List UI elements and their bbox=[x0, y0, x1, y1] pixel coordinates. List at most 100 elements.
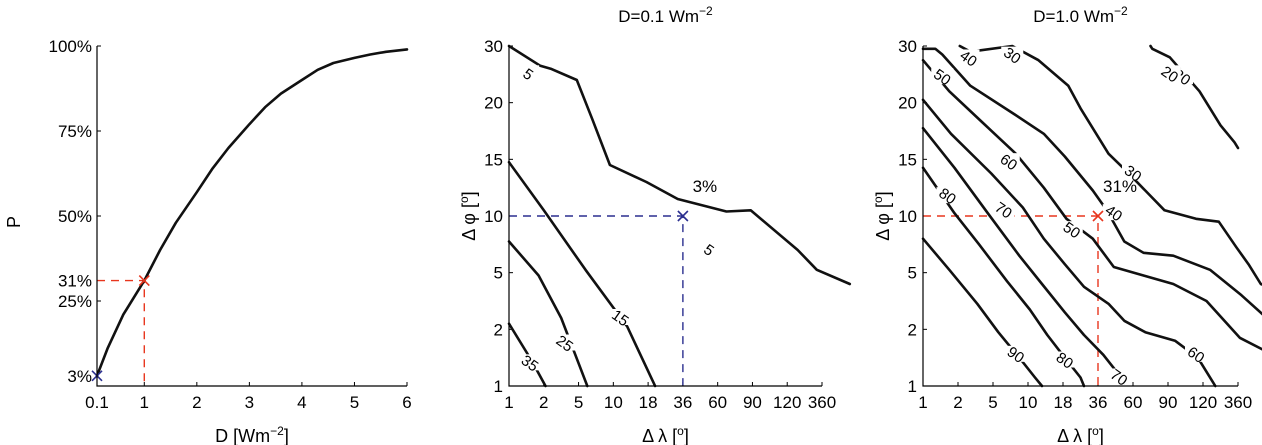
p1-y-tick-label: 75% bbox=[58, 122, 92, 141]
p3-contour-label-40: 40 bbox=[957, 47, 980, 70]
p2-y-axis-label: Δ φ [o] bbox=[457, 191, 479, 240]
p3-y-tick-label: 5 bbox=[908, 264, 917, 283]
p3-contour-label-bg bbox=[931, 68, 954, 85]
p2-contour-label-bg bbox=[609, 309, 632, 325]
p2-y-axis-label-tail: ] bbox=[459, 191, 479, 196]
p3-contour-label-bg bbox=[1185, 345, 1207, 362]
p2-x-axis-label-tail: ] bbox=[684, 426, 689, 445]
p3-contour-label-bg bbox=[997, 153, 1020, 170]
p2-x-tick-label: 18 bbox=[639, 393, 658, 412]
p-curve bbox=[95, 48, 409, 378]
p3-contour-label-bg bbox=[1108, 368, 1130, 385]
p3-x-tick-label: 1 bbox=[918, 393, 927, 412]
p1-x-tick-label: 2 bbox=[192, 393, 201, 412]
p2-y-tick-label: 15 bbox=[484, 150, 503, 169]
p1-x-axis-label: D [Wm−2] bbox=[215, 424, 289, 445]
panel-p-vs-d: 0.1 1 2 3 4 5 6 25% 50% 75% 100% 3% 31% P D [Wm−2] bbox=[4, 37, 412, 445]
p2-x-tick-label: 120 bbox=[773, 393, 801, 412]
p1-x-axis-label-main: D [Wm bbox=[215, 426, 270, 445]
p1-y-tick-labels: 25% 50% 75% 100% bbox=[49, 37, 101, 311]
p3-title-main: D=1.0 Wm bbox=[1033, 7, 1114, 26]
p1-y-axis-label: P bbox=[4, 216, 24, 228]
p1-highlight-marker-red bbox=[138, 275, 150, 287]
p2-highlight-cross bbox=[677, 210, 689, 222]
p3-contour-label-30: 30 bbox=[1000, 44, 1023, 67]
p3-x-tick-labels: 1 2 5 10 18 36 60 90 120 360 bbox=[918, 382, 1252, 412]
p3-y-tick-label: 2 bbox=[908, 320, 917, 339]
p3-contour-60 bbox=[921, 98, 1217, 388]
p2-contour-15 bbox=[507, 160, 657, 388]
p3-x-tick-label: 2 bbox=[953, 393, 962, 412]
p1-x-tick-label: 4 bbox=[297, 393, 306, 412]
p2-x-tick-label: 60 bbox=[708, 393, 727, 412]
panel-contour-d01: D=0.1 Wm−2 1 2 5 10 18 36 60 90 120 360 125101520… bbox=[457, 4, 852, 445]
p2-y-tick-label: 30 bbox=[484, 37, 503, 56]
p1-x-axis-label-tail: ] bbox=[284, 426, 289, 445]
p3-x-axis-label-main: Δ λ [ bbox=[1057, 426, 1092, 445]
p2-contour-label-25: 25 bbox=[553, 332, 576, 355]
p3-contour-label-50: 50 bbox=[930, 66, 953, 89]
p3-highlight-label: 31% bbox=[1103, 177, 1137, 196]
p3-contour-label-bg bbox=[1122, 164, 1144, 181]
p3-x-tick-label: 10 bbox=[1019, 393, 1038, 412]
p3-y-tick-label: 15 bbox=[898, 150, 917, 169]
p3-contour-label-50: 50 bbox=[1060, 219, 1083, 242]
p3-x-tick-label: 360 bbox=[1224, 393, 1252, 412]
p2-x-tick-label: 5 bbox=[574, 393, 583, 412]
p2-x-tick-label: 90 bbox=[743, 393, 762, 412]
p3-contour-label-80: 80 bbox=[1053, 349, 1076, 372]
p1-y-tick-label: 25% bbox=[58, 292, 92, 311]
p3-contour-label-bg bbox=[936, 187, 959, 204]
p2-contour-label-bg bbox=[697, 241, 720, 257]
p3-contour-80 bbox=[921, 166, 1086, 388]
p1-y-tick-label: 100% bbox=[49, 37, 92, 56]
p3-x-axis-label: Δ λ [o] bbox=[1057, 424, 1104, 445]
p3-contour-label-bg bbox=[1102, 204, 1125, 221]
p3-contour-label-bg bbox=[1001, 46, 1024, 63]
p2-contour-5 bbox=[507, 44, 852, 286]
p2-x-tick-label: 1 bbox=[504, 393, 513, 412]
p2-highlight-label: 3% bbox=[693, 177, 718, 196]
p2-contour-label-35: 35 bbox=[518, 352, 541, 375]
p3-x-axis-label-sup: o bbox=[1092, 424, 1099, 438]
p3-y-axis-label-main: Δ φ [ bbox=[873, 203, 893, 241]
p2-highlight-marker: 3% bbox=[677, 177, 718, 222]
p1-x-tick-label: 5 bbox=[350, 393, 359, 412]
p3-x-tick-label: 120 bbox=[1189, 393, 1217, 412]
p2-x-axis-label-sup: o bbox=[677, 424, 684, 438]
p2-x-tick-label: 360 bbox=[808, 393, 836, 412]
p3-x-tick-label: 5 bbox=[988, 393, 997, 412]
p3-contour-label-bg bbox=[1060, 221, 1083, 238]
p2-axes bbox=[508, 46, 822, 387]
p3-contour-label-60: 60 bbox=[997, 151, 1020, 174]
p2-contour-label-bg bbox=[517, 65, 540, 82]
p3-x-axis-label-tail: ] bbox=[1099, 426, 1104, 445]
p2-y-axis-label-sup: o bbox=[457, 196, 471, 203]
p3-x-tick-label: 90 bbox=[1159, 393, 1178, 412]
p1-guide-red bbox=[97, 279, 145, 386]
p3-y-axis-label: Δ φ [o] bbox=[871, 191, 893, 240]
p3-title-sup: −2 bbox=[1114, 4, 1128, 18]
p3-x-tick-label: 18 bbox=[1054, 393, 1073, 412]
p2-contour-label-bg bbox=[518, 354, 541, 371]
p2-x-tick-label: 10 bbox=[604, 393, 623, 412]
p2-contour-label-15: 15 bbox=[608, 307, 631, 330]
p3-y-axis-label-tail: ] bbox=[873, 191, 893, 196]
p2-y-tick-label: 1 bbox=[494, 377, 503, 396]
p3-contour-40 bbox=[921, 47, 1262, 316]
p2-y-tick-label: 10 bbox=[484, 207, 503, 226]
p2-y-tick-label: 2 bbox=[494, 320, 503, 339]
p3-contour-90 bbox=[921, 237, 1044, 388]
p1-highlight-label-blue: 3% bbox=[67, 367, 92, 386]
p2-x-tick-label: 2 bbox=[539, 393, 548, 412]
p3-y-axis-label-sup: o bbox=[871, 196, 885, 203]
p3-y-tick-label: 1 bbox=[908, 377, 917, 396]
p2-y-tick-label: 5 bbox=[494, 264, 503, 283]
p3-x-tick-label: 36 bbox=[1089, 393, 1108, 412]
p3-contour-label-70: 70 bbox=[1107, 366, 1130, 389]
p1-x-tick-label: 3 bbox=[245, 393, 254, 412]
p1-highlight-markers: 3% 31% bbox=[58, 272, 150, 386]
p3-x-tick-label: 60 bbox=[1124, 393, 1143, 412]
